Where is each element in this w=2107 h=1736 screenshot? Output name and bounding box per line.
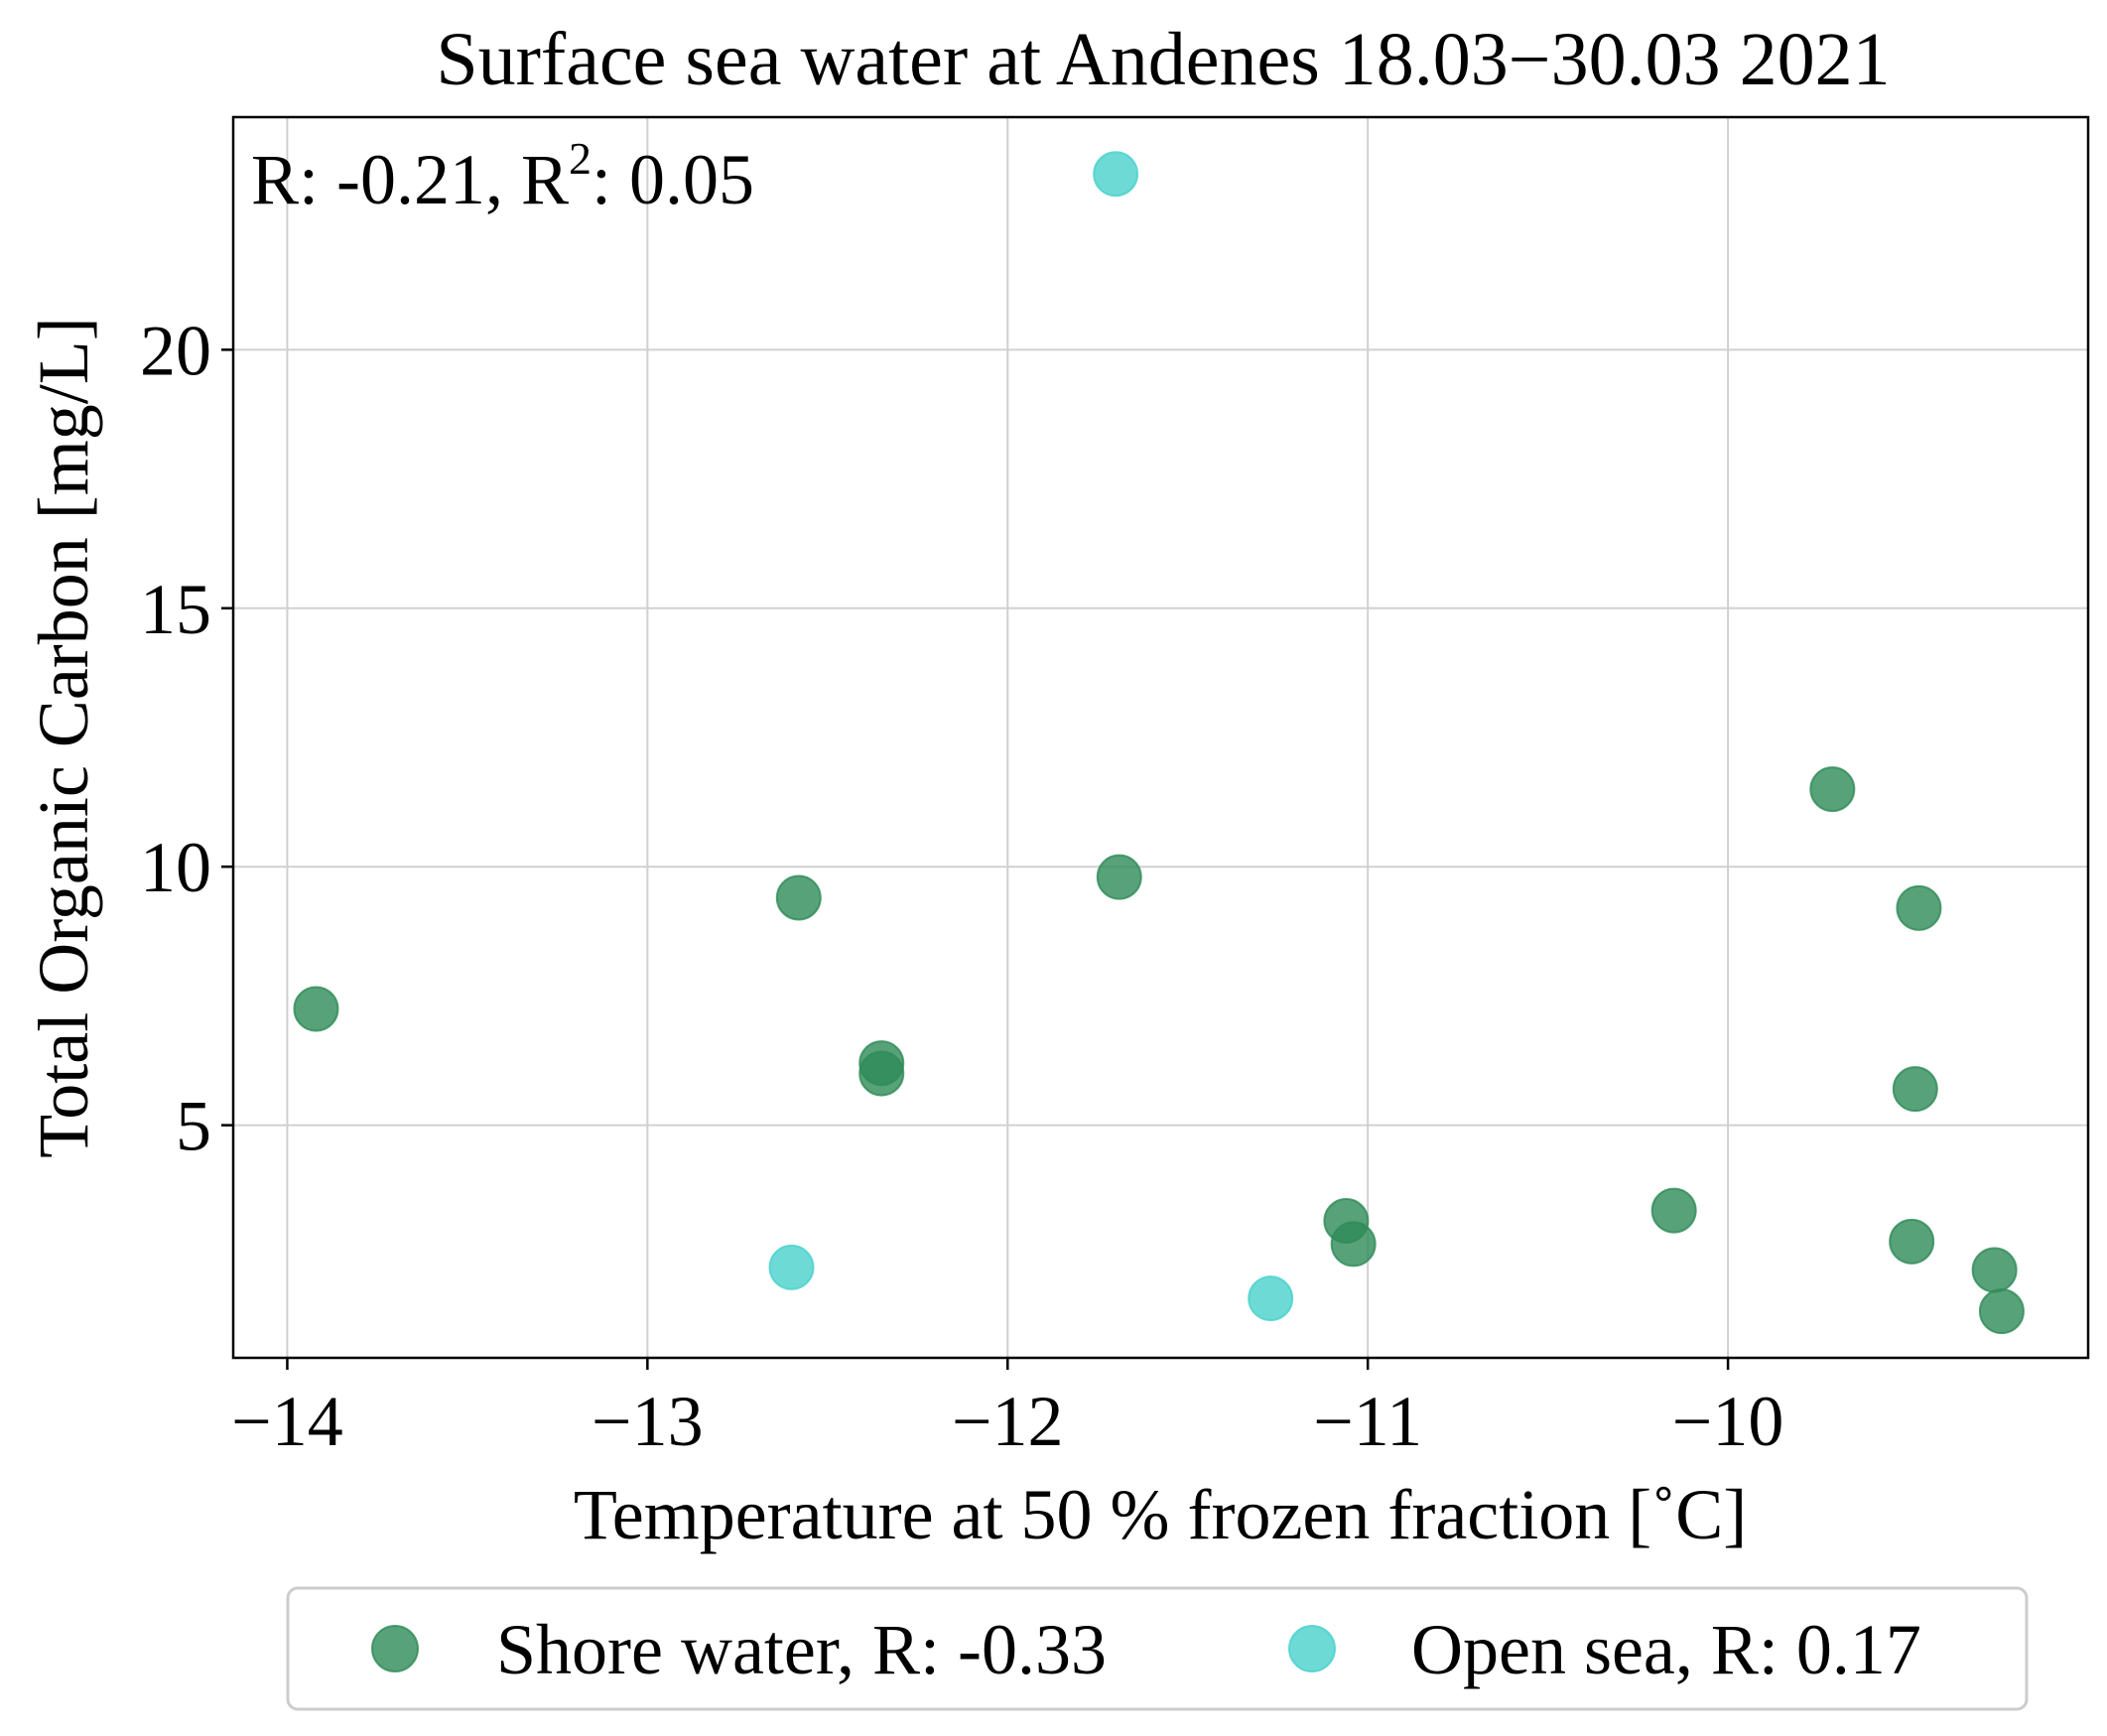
correlation-annotation: R: -0.21, R2: 0.05: [251, 133, 754, 219]
plot-frame: [231, 115, 2090, 1360]
x-tick-label: −12: [952, 1382, 1064, 1461]
data-points: [293, 151, 2025, 1335]
y-tick-label: 20: [140, 311, 211, 390]
shore-water-point: [293, 986, 339, 1032]
shore-water-point: [1330, 1221, 1377, 1268]
shore-water-point: [1809, 766, 1856, 813]
grid-lines: [233, 117, 2088, 1358]
y-tick-label: 10: [140, 828, 211, 907]
shore-water-point: [775, 874, 822, 921]
shore-water-point: [1971, 1247, 2018, 1293]
shore-water-point: [1896, 884, 1942, 931]
shore-water-point: [1650, 1187, 1697, 1234]
shore-water-point: [1892, 1066, 1938, 1113]
legend-label-open-sea: Open sea, R: 0.17: [1411, 1610, 1921, 1689]
legend: Shore water, R: -0.33 Open sea, R: 0.17: [286, 1586, 2029, 1711]
legend-marker-open-sea: [1288, 1625, 1336, 1672]
open-sea-point: [768, 1244, 815, 1290]
x-tick-label: −14: [231, 1382, 343, 1461]
y-axis-label: Total Organic Carbon [mg/L]: [24, 317, 103, 1157]
open-sea-point: [1248, 1275, 1294, 1322]
x-tick-label: −10: [1672, 1382, 1784, 1461]
x-axis: −14 −13 −12 −11 −10: [231, 1358, 1783, 1461]
correlation-r-squared-text: : 0.05: [592, 140, 754, 219]
x-axis-label: Temperature at 50 % frozen fraction [˚C]: [574, 1475, 1747, 1554]
shore-water-point: [1096, 854, 1142, 900]
y-tick-label: 5: [176, 1087, 211, 1166]
chart-title: Surface sea water at Andenes 18.03−30.03…: [436, 18, 1890, 101]
correlation-r-text: R: -0.21, R: [251, 140, 569, 219]
legend-box: [286, 1586, 2029, 1711]
shore-water-point: [858, 1050, 905, 1097]
x-tick-label: −13: [592, 1382, 704, 1461]
x-tick-label: −11: [1313, 1382, 1422, 1461]
shore-water-point: [1889, 1218, 1935, 1265]
open-sea-point: [1093, 151, 1139, 198]
correlation-r-squared-exponent: 2: [569, 133, 592, 184]
y-axis: 5 10 15 20: [140, 311, 233, 1166]
y-tick-label: 15: [140, 570, 211, 649]
legend-marker-shore-water: [371, 1625, 419, 1672]
shore-water-point: [1978, 1288, 2025, 1335]
legend-label-shore-water: Shore water, R: -0.33: [496, 1610, 1107, 1689]
